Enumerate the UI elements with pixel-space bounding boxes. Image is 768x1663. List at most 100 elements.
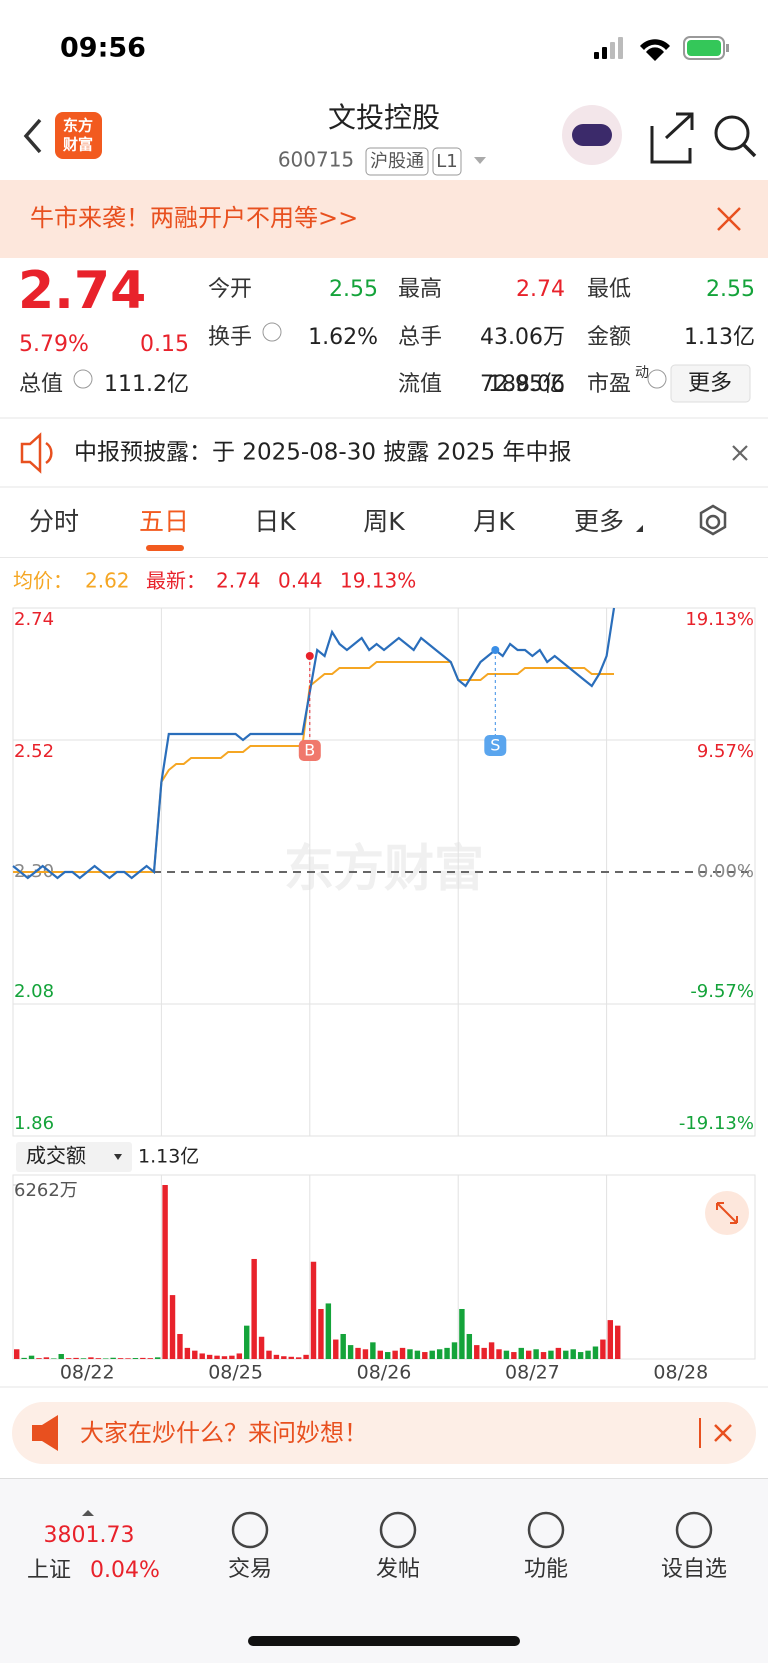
- volume-bar: [459, 1308, 465, 1359]
- share-icon[interactable]: [650, 112, 694, 164]
- volume-bar: [147, 1358, 153, 1359]
- index-change[interactable]: 0.04%: [90, 1558, 160, 1583]
- nav-icon[interactable]: [527, 1511, 565, 1549]
- volume-bar: [251, 1258, 257, 1359]
- notice-text[interactable]: 中报预披露：于 2025-08-30 披露 2025 年中报: [74, 440, 571, 466]
- volume-bar: [162, 1185, 168, 1359]
- volume-bar: [192, 1350, 198, 1359]
- avg-line: [13, 661, 614, 873]
- search-icon[interactable]: [714, 115, 750, 151]
- volume-selector[interactable]: [16, 1142, 132, 1172]
- volume-bar: [525, 1350, 532, 1359]
- tab[interactable]: 五日: [139, 507, 189, 536]
- volume-bar: [570, 1349, 576, 1359]
- volume-bar: [110, 1357, 116, 1359]
- nav-label[interactable]: 发帖: [376, 1557, 420, 1582]
- back-button[interactable]: [23, 118, 42, 154]
- volume-bar: [607, 1320, 614, 1359]
- sell-marker-dot: [491, 646, 500, 654]
- nav-label[interactable]: 交易: [228, 1557, 272, 1582]
- last-change: 0.44: [278, 569, 323, 593]
- stat-label: 今开: [208, 277, 252, 302]
- tab[interactable]: 更多: [574, 507, 624, 536]
- logo-text: 东方: [63, 117, 93, 135]
- y2-tick-label: 0.00%: [697, 861, 754, 882]
- x-tick-label: 08/26: [357, 1362, 412, 1384]
- volume-bar: [177, 1333, 183, 1359]
- stat-value: 2.74: [516, 277, 565, 302]
- volume-bar: [540, 1352, 547, 1359]
- tab[interactable]: 周K: [363, 507, 405, 536]
- tag: L1: [436, 151, 457, 172]
- volume-bar: [288, 1356, 294, 1359]
- volume-bar: [303, 1354, 309, 1359]
- app-logo: [55, 112, 102, 159]
- tag: 沪股通: [370, 151, 424, 172]
- last-label: 最新：: [146, 569, 206, 593]
- stat-label: 总值: [19, 372, 63, 397]
- volume-bar: [229, 1355, 235, 1359]
- volume-bar: [258, 1336, 265, 1359]
- status-icons: [594, 36, 729, 61]
- nav-icon[interactable]: [675, 1511, 713, 1549]
- change-pct: 5.79%: [19, 332, 89, 357]
- sell-marker-text: S: [490, 736, 500, 755]
- y2-tick-label: 9.57%: [697, 741, 754, 762]
- index-name[interactable]: 上证: [27, 1558, 71, 1583]
- notice-close[interactable]: [732, 445, 748, 461]
- tag-box: [365, 147, 429, 176]
- speaker-icon: [20, 432, 53, 474]
- volume-bar: [577, 1352, 584, 1359]
- volume-bar: [199, 1353, 205, 1359]
- volume-bar: [295, 1357, 302, 1359]
- tab[interactable]: 月K: [473, 507, 515, 536]
- nav-icon[interactable]: [379, 1511, 417, 1549]
- x-tick-label: 08/22: [60, 1362, 115, 1384]
- avatar-face: [572, 124, 612, 146]
- nav-icon[interactable]: [231, 1511, 269, 1549]
- volume-bar: [333, 1339, 339, 1359]
- volume-bar: [132, 1358, 139, 1359]
- tab[interactable]: 分时: [29, 507, 79, 536]
- divider: [0, 1386, 768, 1388]
- expand-arrow[interactable]: [82, 1510, 94, 1516]
- volume-bar: [436, 1349, 443, 1359]
- volume-bar: [592, 1346, 599, 1359]
- promo-bar[interactable]: [12, 1402, 756, 1464]
- volume-bar: [511, 1352, 517, 1359]
- banner-text[interactable]: 牛市来袭！两融开户不用等>>: [30, 204, 358, 232]
- dropdown-arrow[interactable]: [474, 157, 486, 164]
- index-value[interactable]: 3801.73: [44, 1523, 135, 1548]
- promo-text[interactable]: 大家在炒什么？来问妙想！: [80, 1419, 368, 1447]
- volume-bar: [244, 1325, 250, 1359]
- buy-marker: [298, 740, 321, 761]
- volume-bar: [21, 1357, 27, 1359]
- volume-selector-text[interactable]: 成交额: [26, 1144, 86, 1168]
- volume-bar: [429, 1350, 435, 1359]
- tag-box: [432, 147, 462, 176]
- more-button-text[interactable]: 更多: [688, 371, 732, 396]
- more-button[interactable]: [670, 364, 751, 403]
- volume-bar: [95, 1358, 102, 1359]
- stat-value: 111.2亿: [104, 372, 189, 397]
- settings-icon[interactable]: [699, 504, 727, 536]
- nav-label[interactable]: 设自选: [661, 1557, 727, 1582]
- y-tick-label: 2.74: [14, 609, 54, 630]
- banner[interactable]: [0, 180, 768, 258]
- volume-bar: [414, 1350, 421, 1359]
- promo-close[interactable]: [714, 1424, 732, 1442]
- volume-bar: [273, 1354, 280, 1359]
- stock-code: 600715: [278, 148, 354, 172]
- tab[interactable]: 日K: [254, 507, 296, 536]
- volume-bar: [355, 1347, 361, 1359]
- volume-bar: [533, 1349, 539, 1359]
- stat-value: 188.06: [488, 372, 565, 397]
- volume-bar: [362, 1349, 369, 1359]
- volume-bar: [266, 1350, 272, 1359]
- volume-bar: [80, 1358, 87, 1359]
- nav-label[interactable]: 功能: [524, 1557, 568, 1582]
- y2-tick-label: -19.13%: [679, 1113, 754, 1134]
- logo-text: 财富: [63, 136, 93, 154]
- banner-close[interactable]: [717, 207, 741, 231]
